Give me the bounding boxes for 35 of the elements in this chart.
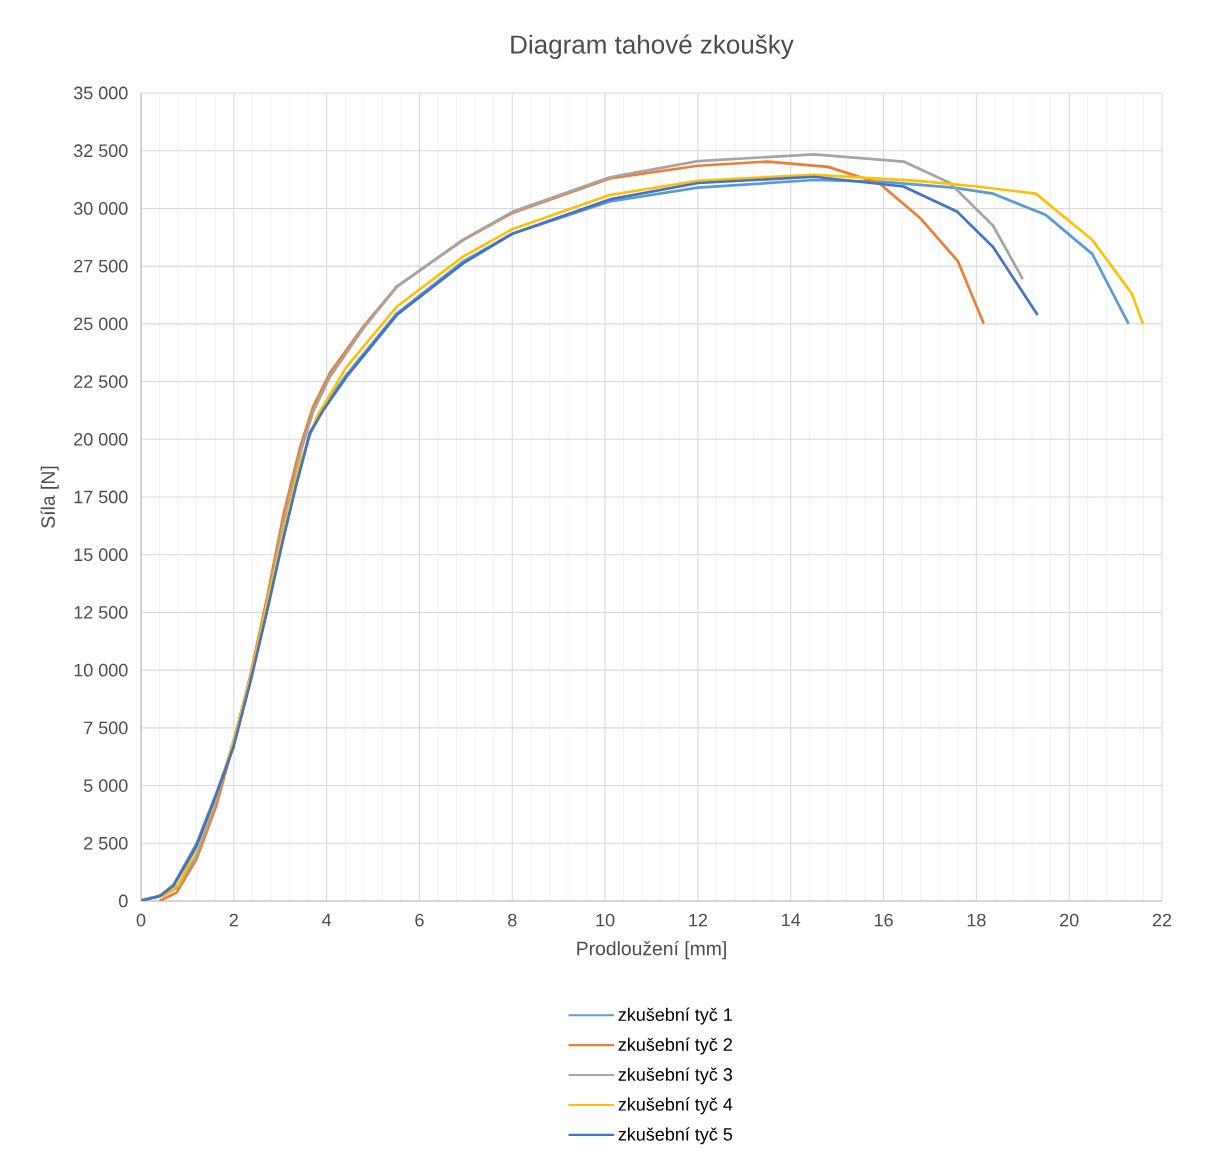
y-tick-label: 12 500 [74,606,128,619]
y-tick-label: 35 000 [73,86,128,100]
x-tick-label: 2 [229,913,238,927]
x-tick-label: 8 [508,913,517,927]
y-tick-label: 2 500 [84,836,128,850]
y-tick-label: 20 000 [74,432,128,446]
y-tick-label: 7 500 [84,721,128,735]
x-tick-label: 20 [1060,913,1079,927]
x-axis-title: Prodloužení [mm] [577,940,726,960]
y-tick-label: 15 000 [74,548,128,562]
y-tick-label: 25 000 [74,317,128,331]
y-tick-label: 32 500 [73,144,128,158]
chart-title: Diagram tahové zkoušky [511,34,794,59]
x-tick-label: 14 [782,913,801,927]
x-tick-label: 12 [689,913,708,927]
legend-label: zkušební tyč 1 [618,1007,732,1025]
legend-label: zkušební tyč 5 [618,1127,733,1145]
x-tick-label: 6 [415,913,424,927]
y-tick-label: 5 000 [83,779,128,792]
x-tick-label: 16 [874,913,893,927]
y-tick-label: 17 500 [74,490,128,504]
y-tick-label: 27 500 [74,259,128,273]
legend-label: zkušební tyč 3 [618,1067,733,1085]
x-tick-label: 22 [1152,913,1172,927]
y-tick-label: 30 000 [73,202,128,215]
x-tick-label: 0 [136,913,146,927]
y-tick-label: 0 [119,894,128,908]
y-tick-label: 22 500 [74,375,128,388]
y-axis-title: Síla [N] [40,466,59,528]
x-tick-label: 18 [967,913,986,927]
y-tick-label: 10 000 [74,663,128,677]
x-tick-label: 10 [596,913,615,927]
legend-label: zkušební tyč 4 [618,1097,733,1115]
legend-label: zkušební tyč 2 [618,1037,732,1055]
x-tick-label: 4 [322,913,332,927]
